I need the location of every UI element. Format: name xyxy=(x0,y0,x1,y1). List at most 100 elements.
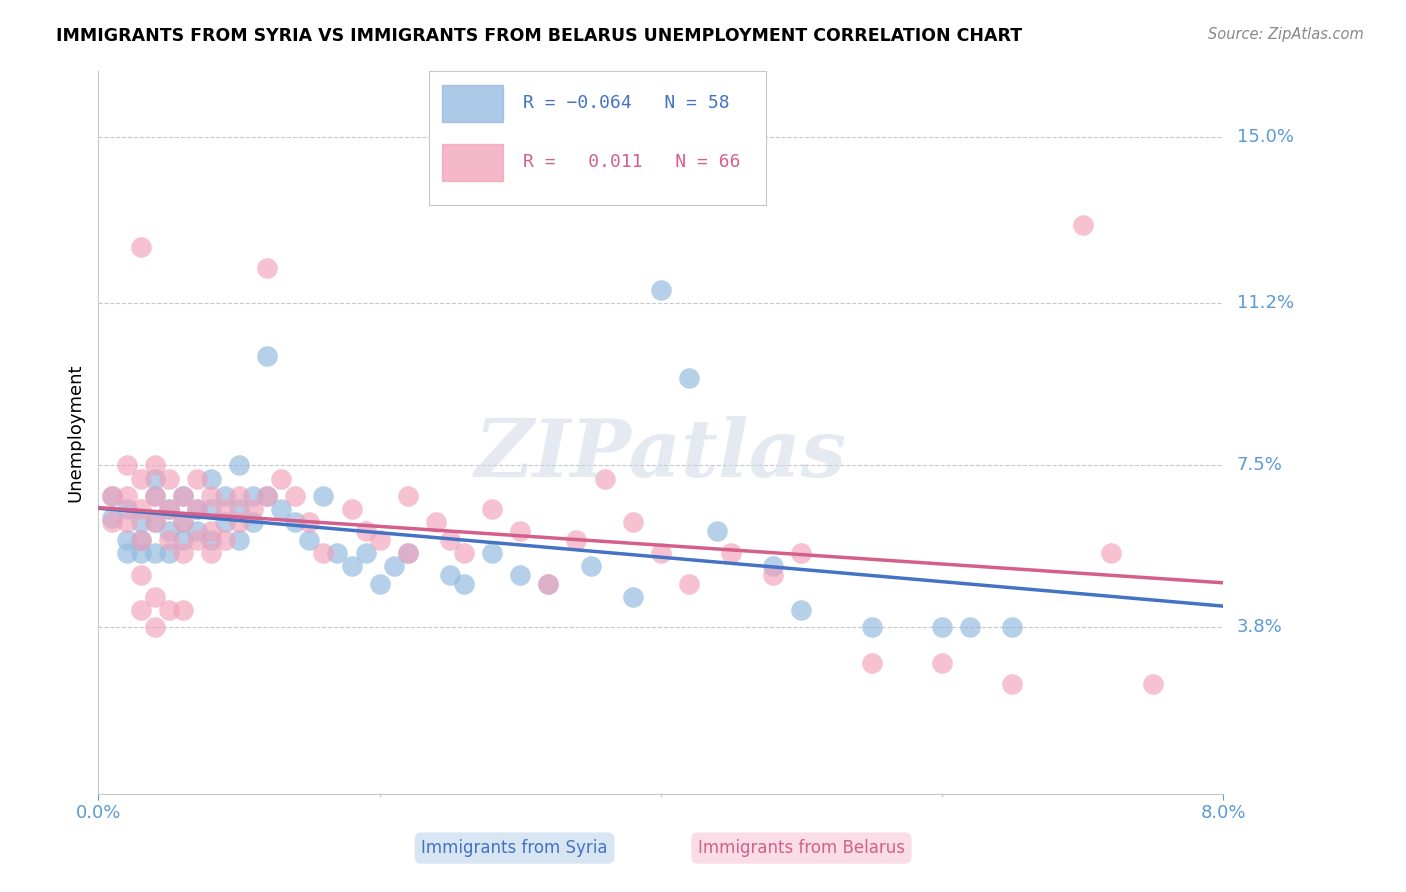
Text: Source: ZipAtlas.com: Source: ZipAtlas.com xyxy=(1208,27,1364,42)
Point xyxy=(579,559,602,574)
Point xyxy=(200,502,222,516)
Text: R = −0.064   N = 58: R = −0.064 N = 58 xyxy=(523,95,730,112)
Point xyxy=(1071,218,1094,232)
Point xyxy=(228,502,250,516)
Point xyxy=(242,516,264,530)
Point xyxy=(762,559,785,574)
Point xyxy=(481,546,503,560)
Text: R =   0.011   N = 66: R = 0.011 N = 66 xyxy=(523,153,741,171)
Point xyxy=(340,502,363,516)
Text: 15.0%: 15.0% xyxy=(1237,128,1294,146)
Point xyxy=(200,533,222,547)
Point xyxy=(172,489,194,503)
Point xyxy=(214,533,236,547)
Point xyxy=(115,516,138,530)
Point xyxy=(256,261,278,276)
Point xyxy=(1142,677,1164,691)
Point xyxy=(678,371,700,385)
Point xyxy=(790,546,813,560)
Point xyxy=(200,489,222,503)
Point xyxy=(186,502,208,516)
Point xyxy=(157,472,180,486)
Point xyxy=(157,546,180,560)
Point xyxy=(298,516,321,530)
Point xyxy=(129,533,152,547)
Point xyxy=(242,489,264,503)
Point xyxy=(200,524,222,538)
Point xyxy=(439,533,461,547)
Point xyxy=(129,502,152,516)
Point xyxy=(143,458,166,473)
Point xyxy=(706,524,728,538)
Point xyxy=(270,472,292,486)
Point xyxy=(621,590,644,604)
Point xyxy=(172,516,194,530)
Text: 11.2%: 11.2% xyxy=(1237,294,1294,312)
Point xyxy=(214,502,236,516)
Text: Immigrants from Syria: Immigrants from Syria xyxy=(422,839,607,857)
Point xyxy=(1001,620,1024,634)
Point xyxy=(242,502,264,516)
Point xyxy=(172,516,194,530)
Point xyxy=(720,546,742,560)
Point xyxy=(382,559,405,574)
Point xyxy=(157,524,180,538)
Point xyxy=(368,533,391,547)
Text: Immigrants from Belarus: Immigrants from Belarus xyxy=(697,839,905,857)
Point xyxy=(593,472,616,486)
Text: ZIPatlas: ZIPatlas xyxy=(475,416,846,493)
Point xyxy=(143,590,166,604)
Point xyxy=(650,283,672,297)
Point xyxy=(340,559,363,574)
Point xyxy=(143,489,166,503)
Point xyxy=(200,546,222,560)
Point xyxy=(101,516,124,530)
Point xyxy=(396,546,419,560)
Point xyxy=(143,472,166,486)
Point xyxy=(172,489,194,503)
Point xyxy=(537,576,560,591)
Point xyxy=(115,533,138,547)
Point xyxy=(860,656,883,670)
Point xyxy=(439,568,461,582)
Point xyxy=(129,546,152,560)
Point xyxy=(143,516,166,530)
Point xyxy=(186,524,208,538)
Point xyxy=(326,546,349,560)
Point xyxy=(129,533,152,547)
Point xyxy=(565,533,588,547)
Point xyxy=(172,546,194,560)
Point xyxy=(354,524,377,538)
Point xyxy=(312,489,335,503)
Point xyxy=(115,458,138,473)
Point xyxy=(860,620,883,634)
Point xyxy=(298,533,321,547)
Point xyxy=(101,511,124,525)
Point xyxy=(481,502,503,516)
Point xyxy=(509,524,531,538)
Point xyxy=(228,489,250,503)
Point xyxy=(931,656,953,670)
Point xyxy=(129,516,152,530)
Point xyxy=(200,472,222,486)
Point xyxy=(157,502,180,516)
Point xyxy=(1099,546,1122,560)
Point xyxy=(157,533,180,547)
Point xyxy=(143,546,166,560)
Point xyxy=(157,603,180,617)
Text: 7.5%: 7.5% xyxy=(1237,457,1282,475)
Point xyxy=(101,489,124,503)
Point xyxy=(129,603,152,617)
Point xyxy=(396,489,419,503)
Point xyxy=(284,516,307,530)
Bar xyxy=(443,85,503,122)
Point xyxy=(621,516,644,530)
Bar xyxy=(443,144,503,181)
Point xyxy=(762,568,785,582)
Point xyxy=(186,502,208,516)
Point xyxy=(790,603,813,617)
Point xyxy=(143,620,166,634)
Point xyxy=(931,620,953,634)
Point xyxy=(228,458,250,473)
Point xyxy=(129,568,152,582)
